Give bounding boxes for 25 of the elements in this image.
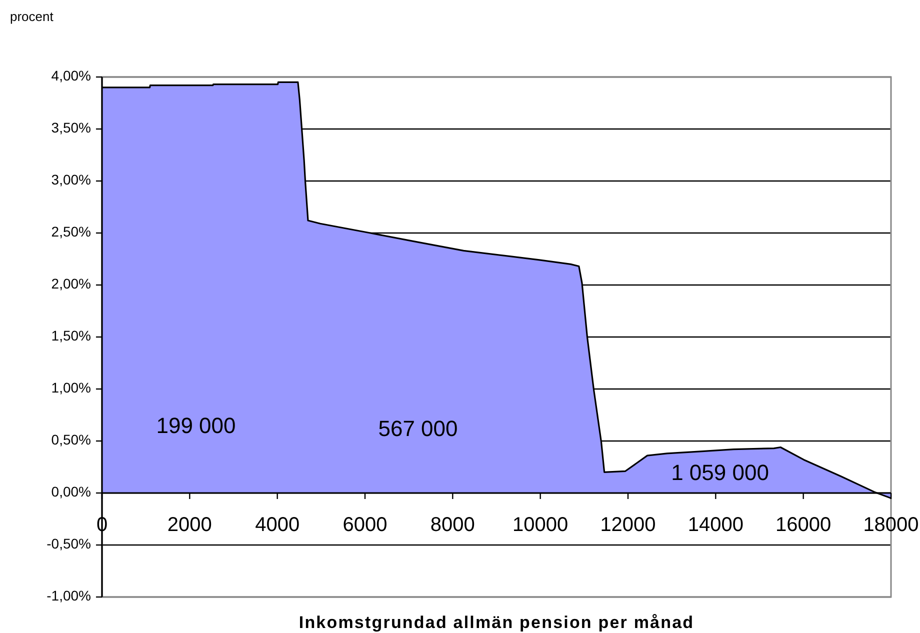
x-tick-label: 2000: [167, 514, 212, 536]
annotation: 1 059 000: [671, 460, 769, 485]
y-tick-label: 4,00%: [51, 68, 91, 84]
x-tick-label: 12000: [600, 514, 656, 536]
x-tick-label: 14000: [688, 514, 744, 536]
x-tick-label: 10000: [512, 514, 568, 536]
y-tick-label: 3,50%: [51, 120, 91, 136]
y-tick-label: -0,50%: [46, 536, 91, 552]
x-tick-label: 16000: [776, 514, 832, 536]
y-axis-title: procent: [10, 9, 54, 24]
x-tick-label: 18000: [863, 514, 919, 536]
y-tick-label: 3,00%: [51, 172, 91, 188]
y-tick-label: 1,50%: [51, 328, 91, 344]
y-tick-label: 1,00%: [51, 380, 91, 396]
x-tick-label: 4000: [255, 514, 300, 536]
y-tick-label: 0,50%: [51, 432, 91, 448]
annotation: 199 000: [156, 412, 236, 438]
y-tick-label: 0,00%: [51, 484, 91, 500]
y-tick-label: -1,00%: [46, 588, 91, 604]
x-axis-title: Inkomstgrundad allmän pension per månad: [298, 613, 694, 632]
y-tick-label: 2,00%: [51, 276, 91, 292]
x-tick-label: 8000: [430, 514, 475, 536]
annotation: 567 000: [378, 416, 458, 441]
y-tick-label: 2,50%: [51, 224, 91, 240]
x-tick-label: 6000: [342, 514, 388, 536]
